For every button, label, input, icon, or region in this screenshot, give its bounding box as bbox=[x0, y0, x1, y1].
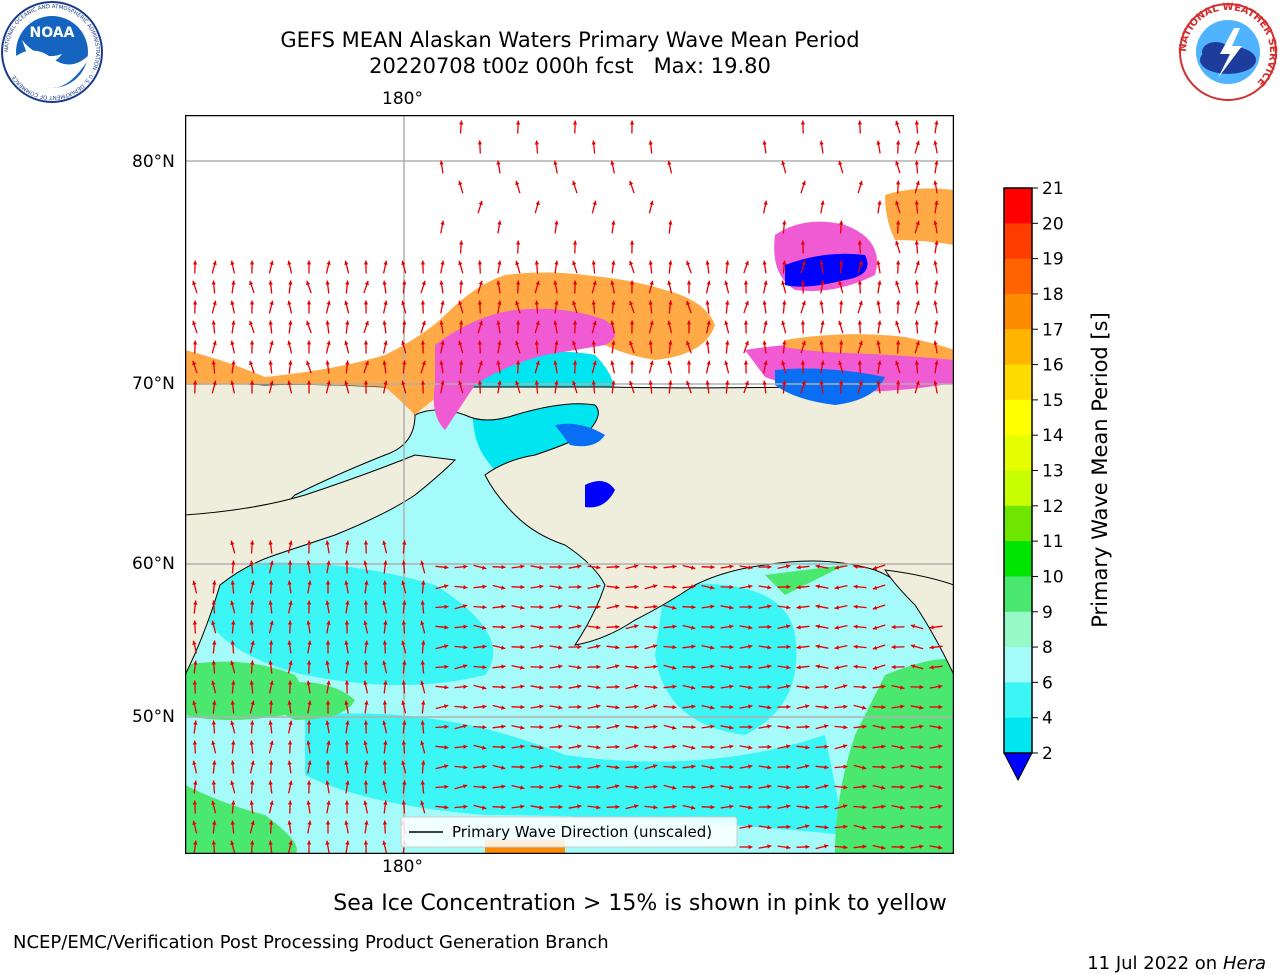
colorbar-tick-label: 6 bbox=[1042, 673, 1053, 693]
colorbar-tick-label: 21 bbox=[1042, 180, 1064, 199]
colorbar-tick-label: 11 bbox=[1042, 532, 1064, 552]
colorbar-bands bbox=[1004, 188, 1032, 754]
colorbar-band bbox=[1004, 682, 1032, 718]
colorbar-band bbox=[1004, 471, 1032, 507]
title-line-1: GEFS MEAN Alaskan Waters Primary Wave Me… bbox=[0, 27, 1140, 53]
colorbar-band bbox=[1004, 647, 1032, 683]
footer-branch: NCEP/EMC/Verification Post Processing Pr… bbox=[13, 932, 609, 953]
colorbar: 21 20 19 18 17 16 15 14 13 12 11 10 9 8 6 4 2 Primary Wa… bbox=[990, 180, 1170, 790]
sea-ice-caption: Sea Ice Concentration > 15% is shown in … bbox=[0, 891, 1280, 916]
footer-machine: Hera bbox=[1223, 953, 1266, 974]
colorbar-band bbox=[1004, 329, 1032, 365]
colorbar-tick-label: 4 bbox=[1042, 709, 1053, 729]
footer-date: 11 Jul 2022 on Hera bbox=[1076, 932, 1266, 974]
colorbar-tick-label: 12 bbox=[1042, 497, 1064, 517]
colorbar-extend-triangle bbox=[1004, 753, 1032, 780]
nws-logo: NATIONAL WEATHER SERVICE bbox=[1176, 0, 1280, 104]
colorbar-band bbox=[1004, 506, 1032, 542]
colorbar-label: Primary Wave Mean Period [s] bbox=[1088, 312, 1112, 628]
colorbar-tick-label: 15 bbox=[1042, 391, 1064, 411]
colorbar-band bbox=[1004, 365, 1032, 401]
footer-date-text: 11 Jul 2022 on bbox=[1087, 953, 1223, 974]
colorbar-band bbox=[1004, 718, 1032, 754]
lat-label-80: 80°N bbox=[132, 152, 175, 172]
colorbar-tick-label: 19 bbox=[1042, 250, 1064, 270]
chart-title: GEFS MEAN Alaskan Waters Primary Wave Me… bbox=[0, 27, 1140, 79]
colorbar-band bbox=[1004, 435, 1032, 471]
colorbar-tick-label: 14 bbox=[1042, 426, 1064, 446]
direction-legend: Primary Wave Direction (unscaled) bbox=[401, 817, 737, 847]
title-line-2: 20220708 t00z 000h fcst Max: 19.80 bbox=[0, 53, 1140, 79]
colorbar-band bbox=[1004, 223, 1032, 259]
colorbar-tick-label: 9 bbox=[1042, 603, 1053, 623]
map-panel: Primary Wave Direction (unscaled) bbox=[185, 115, 954, 854]
top-lon-label: 180° bbox=[382, 89, 423, 109]
colorbar-tick-label: 18 bbox=[1042, 285, 1064, 305]
colorbar-tick-label: 13 bbox=[1042, 462, 1064, 482]
legend-label: Primary Wave Direction (unscaled) bbox=[452, 823, 712, 841]
colorbar-tick-label: 17 bbox=[1042, 320, 1064, 340]
lat-label-50: 50°N bbox=[132, 707, 175, 727]
sea-ice-northeast bbox=[885, 188, 954, 245]
colorbar-band bbox=[1004, 294, 1032, 330]
colorbar-ticks: 21 20 19 18 17 16 15 14 13 12 11 10 9 8 6 4 2 bbox=[1032, 180, 1064, 764]
colorbar-tick-label: 10 bbox=[1042, 567, 1064, 587]
lat-label-60: 60°N bbox=[132, 554, 175, 574]
colorbar-tick-label: 16 bbox=[1042, 356, 1064, 376]
colorbar-band bbox=[1004, 259, 1032, 295]
bottom-lon-label: 180° bbox=[382, 857, 423, 877]
colorbar-tick-label: 2 bbox=[1042, 744, 1053, 764]
colorbar-tick-label: 8 bbox=[1042, 638, 1053, 658]
colorbar-band bbox=[1004, 400, 1032, 436]
colorbar-tick-label: 20 bbox=[1042, 214, 1064, 234]
colorbar-band bbox=[1004, 541, 1032, 577]
colorbar-band bbox=[1004, 188, 1032, 224]
colorbar-band bbox=[1004, 612, 1032, 648]
colorbar-band bbox=[1004, 576, 1032, 612]
lat-label-70: 70°N bbox=[132, 374, 175, 394]
